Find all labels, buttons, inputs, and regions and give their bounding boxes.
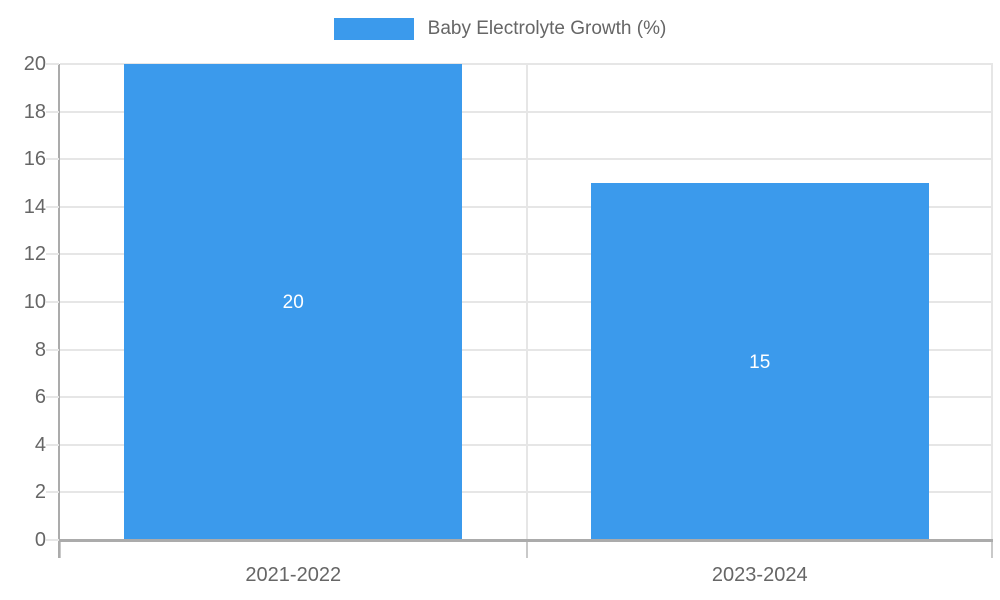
y-tick-label: 14 [23,195,46,218]
y-tick-mark [46,539,59,541]
y-tick-mark [46,301,59,303]
bar-2021-2022[interactable] [124,64,463,540]
legend[interactable]: Baby Electrolyte Growth (%) [0,18,1000,40]
y-tick-label: 6 [34,386,46,409]
y-tick-label: 10 [23,291,46,313]
legend-label: Baby Electrolyte Growth (%) [427,18,667,39]
plot-area: 20 15 [60,63,993,540]
y-tick-label: 8 [34,338,46,361]
legend-swatch [333,18,414,40]
x-axis-label: 2021-2022 [245,564,342,586]
plot-right-border [991,64,993,540]
y-tick-label: 4 [34,433,46,456]
y-tick-mark [46,443,59,446]
bar-value-label: 15 [749,351,771,373]
y-tick-mark [46,253,59,256]
y-tick-mark [46,348,59,351]
y-tick-mark [46,491,59,494]
y-tick-label: 20 [23,53,46,75]
x-tick-mark [525,540,528,558]
bar-value-label: 20 [282,292,304,313]
gridline-vertical [525,64,528,540]
y-tick-mark [46,158,59,161]
y-tick-label: 18 [23,100,46,123]
y-tick-label: 16 [23,148,46,171]
y-tick-mark [46,63,59,65]
x-axis-label: 2023-2024 [711,564,808,586]
y-axis-line [58,64,60,558]
y-tick-label: 12 [23,243,46,266]
y-tick-label: 2 [34,481,46,504]
y-tick-mark [46,396,59,399]
y-tick-label: 0 [34,529,46,551]
y-tick-mark [46,110,59,113]
bar-2023-2024[interactable] [590,183,929,540]
x-axis-line [58,539,993,542]
x-tick-mark [59,540,61,558]
y-tick-mark [46,205,59,208]
x-tick-mark [991,540,993,558]
